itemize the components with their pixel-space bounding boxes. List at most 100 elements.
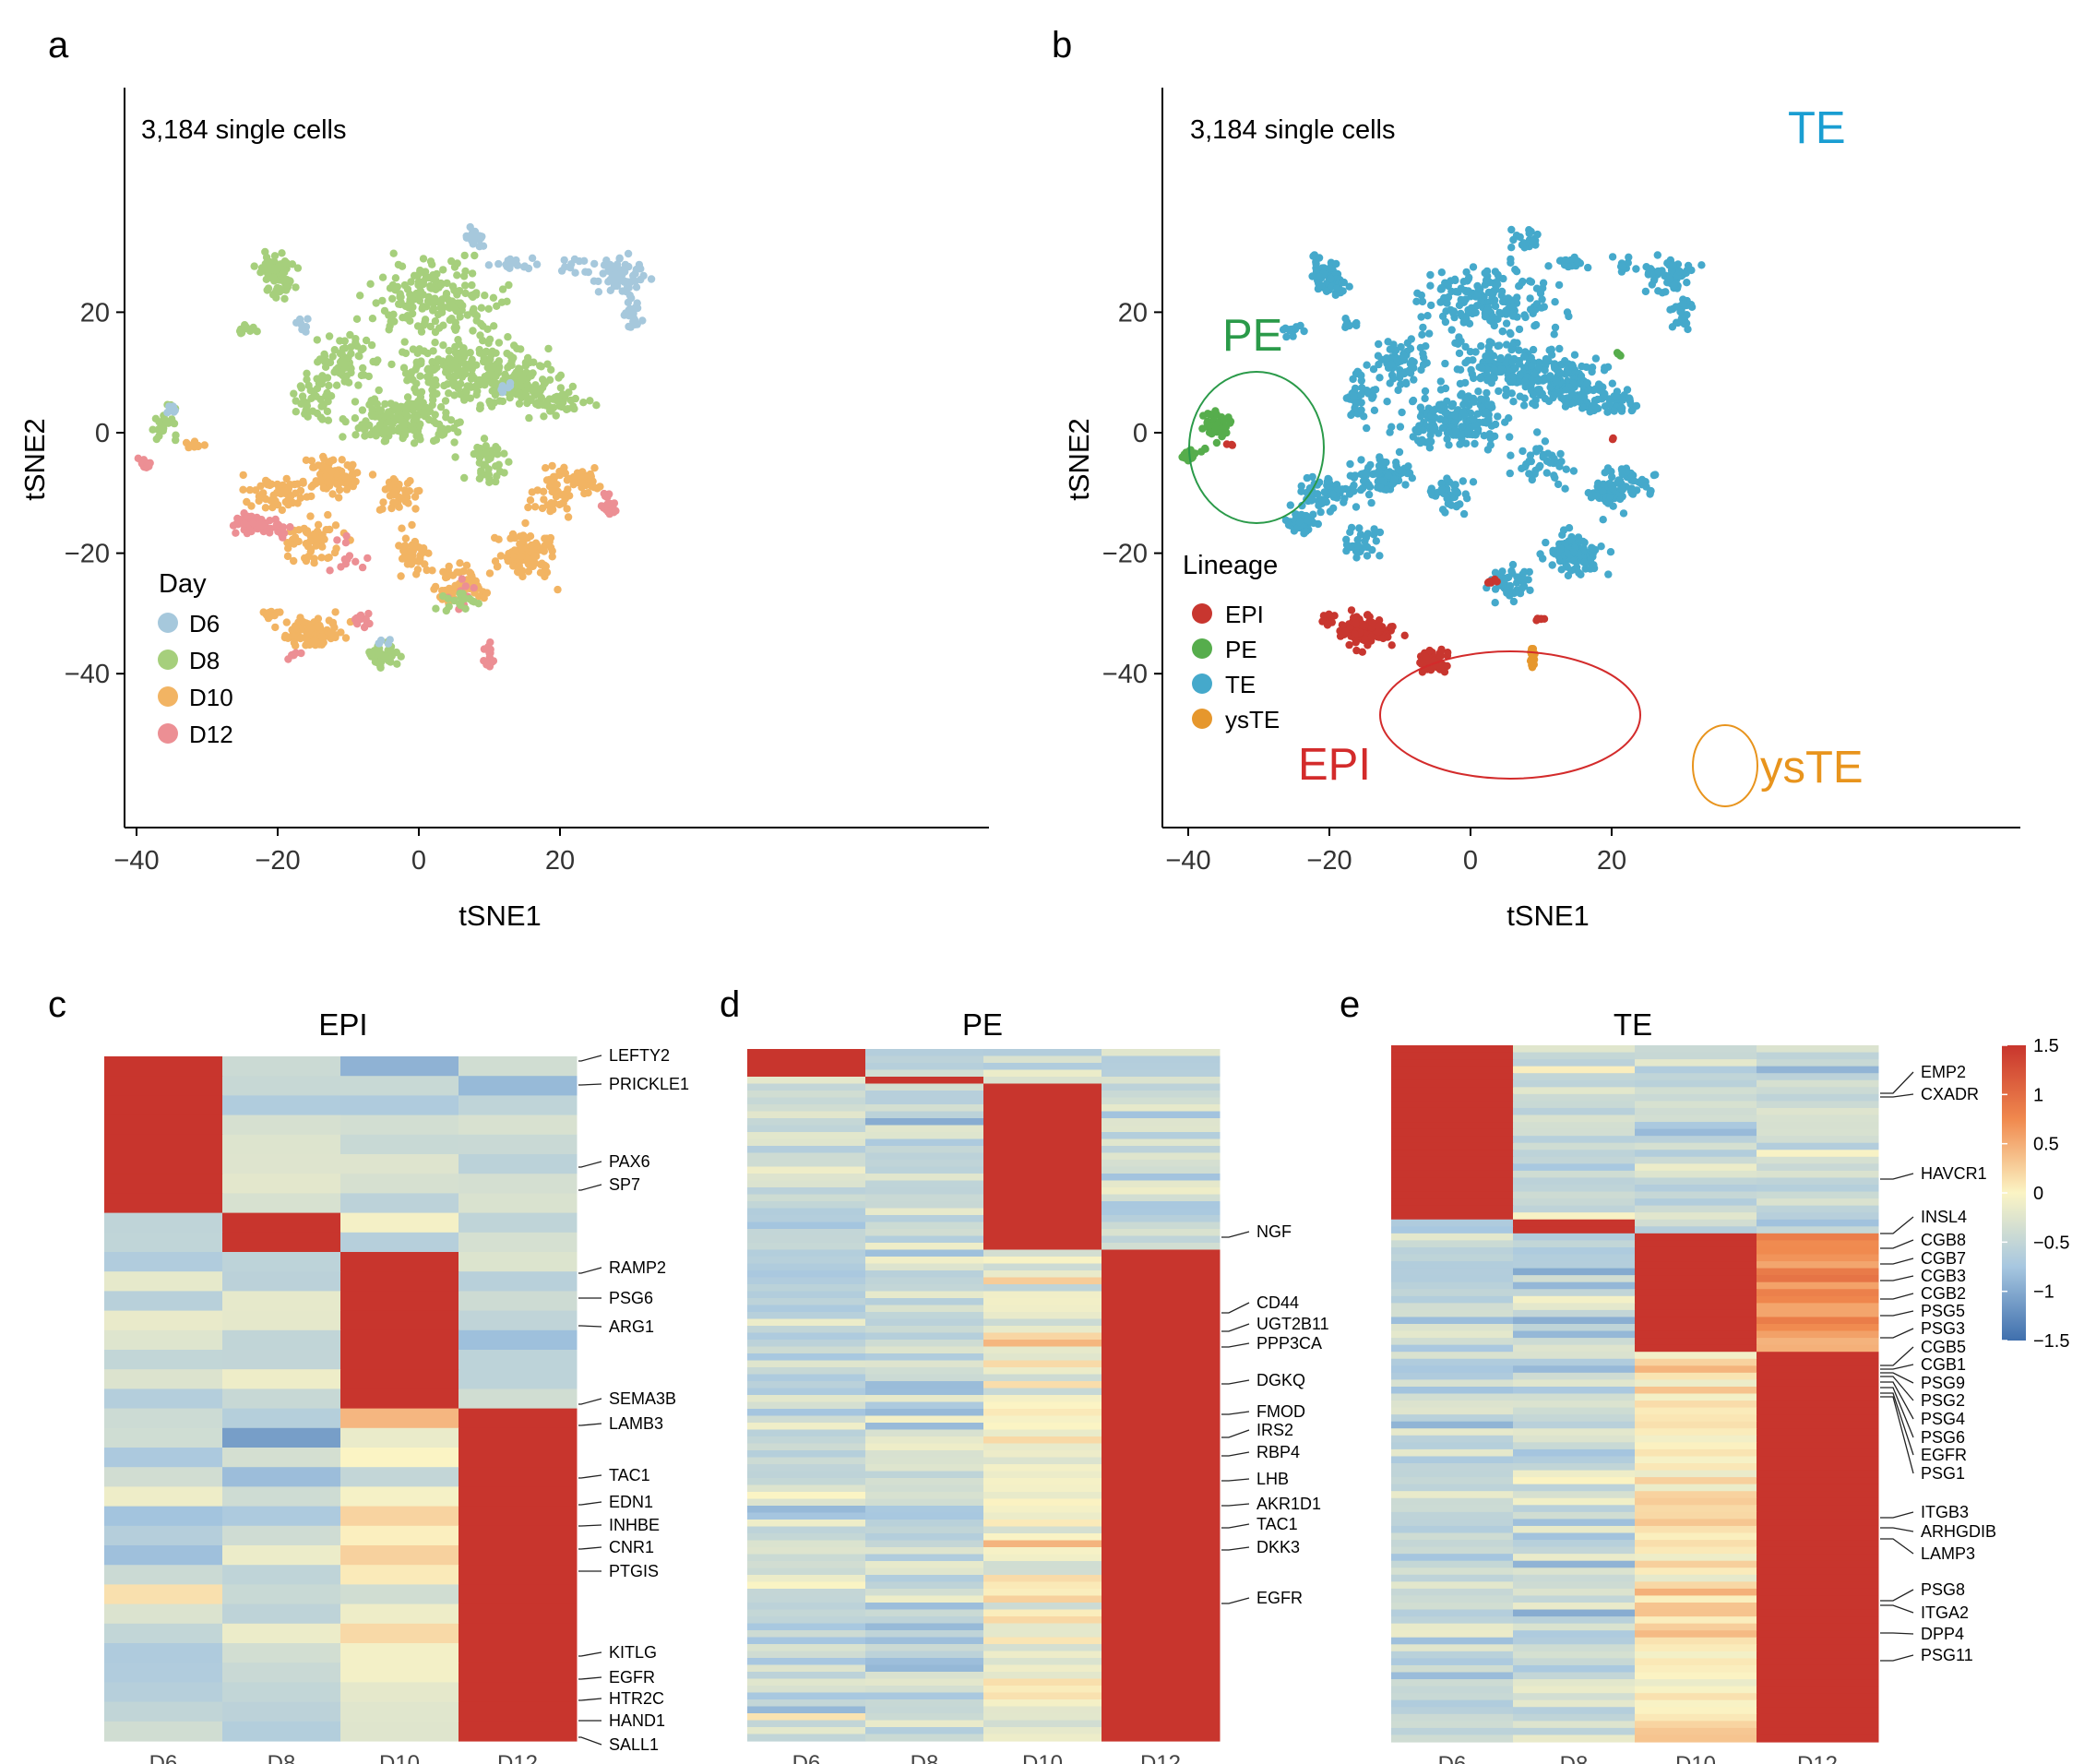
heatmap-cell (865, 1581, 984, 1590)
heatmap-cell (1757, 1699, 1879, 1708)
tsne-point-d6 (618, 277, 626, 285)
tsne-point-epi (1384, 633, 1392, 641)
tsne-point-te (1509, 235, 1518, 244)
tsne-point-d10 (584, 489, 592, 497)
tsne-point-d10 (411, 505, 420, 513)
tsne-point-d10 (395, 542, 403, 550)
heatmap-cell (340, 1506, 459, 1527)
heatmap-cell (1513, 1421, 1636, 1429)
legend-label-pe: PE (1225, 636, 1257, 663)
tsne-point-d8 (391, 286, 399, 294)
heatmap-cell (1635, 1122, 1757, 1130)
tsne-point-te (1327, 275, 1335, 283)
tsne-point-d8 (466, 394, 474, 402)
gene-connector (1221, 1379, 1250, 1385)
heatmap-cell (1635, 1079, 1757, 1088)
tsne-point-te (1599, 389, 1608, 399)
tsne-point-d10 (504, 556, 512, 566)
heatmap-cell (222, 1427, 341, 1448)
heatmap-cell (865, 1132, 984, 1140)
heatmap-cell (1102, 1429, 1221, 1437)
heatmap-cell (1391, 1664, 1514, 1674)
tsne-point-te (1603, 408, 1612, 416)
tsne-point-te (1502, 391, 1510, 399)
tsne-point-d12 (461, 582, 470, 590)
heatmap-cell (983, 1132, 1102, 1140)
heatmap-cell (1757, 1442, 1879, 1450)
tsne-point-d10 (416, 554, 424, 563)
heatmap-cell (1391, 1052, 1514, 1060)
tsne-point-te (1513, 578, 1521, 587)
tsne-point-d6 (606, 286, 614, 294)
tsne-point-te (1495, 387, 1503, 396)
tsne-point-te (1483, 408, 1491, 417)
gene-label: HAND1 (609, 1711, 665, 1730)
heatmap-cell (1757, 1052, 1879, 1060)
tsne-point-d8 (411, 365, 420, 374)
tsne-point-d8 (388, 294, 397, 303)
tsne-point-d8 (449, 302, 458, 311)
heatmap-cell (1513, 1344, 1636, 1353)
tsne-point-pe (1615, 351, 1624, 359)
heatmap-cell (983, 1222, 1102, 1230)
tsne-point-epi (1338, 621, 1347, 629)
panel-letter-c: c (48, 984, 66, 1025)
tsne-point-d8 (488, 387, 496, 395)
tsne-point-d10 (411, 538, 420, 546)
heatmap-cell (1757, 1456, 1879, 1464)
heatmap-cell (1391, 1637, 1514, 1645)
tsne-point-d10 (290, 556, 298, 566)
tsne-point-te (1461, 342, 1470, 352)
heatmap-cell (222, 1565, 341, 1585)
heatmap-cell (1635, 1386, 1757, 1395)
tsne-point-te (1443, 299, 1451, 307)
gene-label: CGB7 (1921, 1249, 1966, 1268)
heatmap-cell (865, 1720, 984, 1728)
heatmap-cell (340, 1252, 459, 1272)
heatmap-cell (340, 1174, 459, 1194)
heatmap-cell (104, 1525, 223, 1546)
tsne-point-d8 (435, 356, 444, 365)
heatmap-cell (865, 1077, 984, 1085)
tsne-point-te (1562, 465, 1571, 473)
gene-label: TAC1 (609, 1466, 650, 1484)
heatmap-cell (1391, 1150, 1514, 1158)
tsne-point-d8 (387, 360, 396, 369)
tsne-point-d10 (194, 442, 203, 451)
x-axis-label-b: tSNE1 (1506, 900, 1590, 932)
heatmap-cell (983, 1603, 1102, 1611)
tsne-point-epi (1368, 618, 1377, 627)
tsne-point-te (1541, 366, 1549, 375)
heatmap-cell (983, 1388, 1102, 1396)
heatmap-cell (865, 1609, 984, 1617)
cell-count-annotation-b: 3,184 single cells (1190, 115, 1395, 145)
tsne-point-te (1526, 294, 1534, 303)
gene-connector (1880, 1071, 1914, 1094)
tsne-point-d10 (444, 587, 452, 596)
heatmap-cell (222, 1603, 341, 1625)
heatmap-cell (747, 1443, 866, 1451)
tsne-point-d8 (438, 295, 447, 304)
tsne-point-te (1516, 392, 1524, 400)
tsne-point-d8 (401, 349, 411, 358)
heatmap-cell (1513, 1156, 1636, 1164)
heatmap-cell (458, 1389, 578, 1410)
heatmap-cell (747, 1450, 866, 1459)
heatmap-cell (1757, 1205, 1879, 1213)
tsne-point-d10 (462, 561, 471, 569)
heatmap-cell (222, 1329, 341, 1351)
tsne-point-te (1497, 287, 1506, 296)
heatmap-cell (1513, 1073, 1636, 1081)
heatmap-cell (1757, 1637, 1879, 1645)
gene-label: CGB2 (1921, 1284, 1966, 1303)
heatmap-cell (747, 1699, 866, 1708)
tsne-point-te (1399, 352, 1408, 360)
tsne-point-te (1459, 408, 1468, 416)
tsne-point-te (1518, 447, 1527, 456)
heatmap-cell (340, 1154, 459, 1174)
heatmap-cell (865, 1174, 984, 1182)
tsne-point-te (1376, 374, 1384, 382)
tsne-point-d12 (340, 555, 349, 564)
heatmap-cell (865, 1567, 984, 1576)
heatmap-cell (1391, 1574, 1514, 1582)
